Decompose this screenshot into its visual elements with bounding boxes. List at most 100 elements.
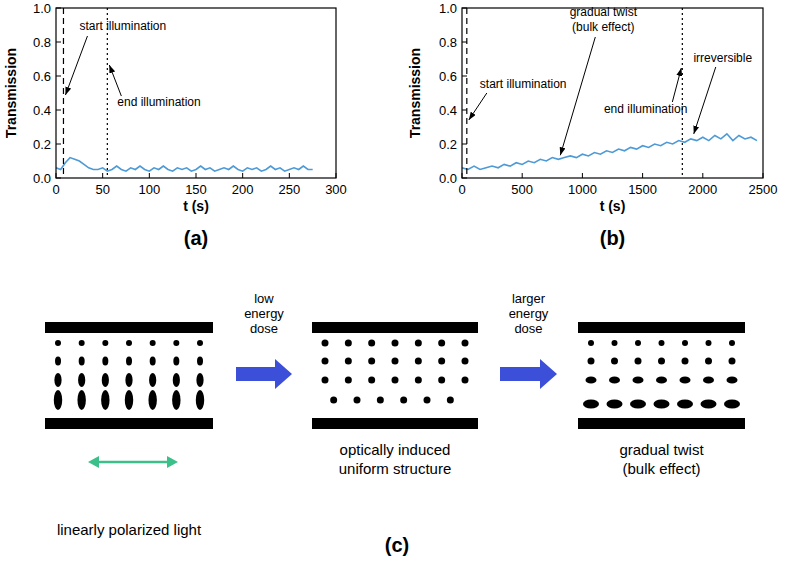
y-tick-label: 1.0 xyxy=(33,1,51,16)
lc-molecule xyxy=(126,340,132,346)
process-label-line: energy xyxy=(509,306,549,321)
lc-molecule xyxy=(196,373,203,387)
event-label: start illumination xyxy=(79,19,166,33)
lc-molecule xyxy=(77,390,85,410)
lc-molecule xyxy=(354,397,361,404)
y-tick-label: 0.4 xyxy=(439,103,457,118)
lc-molecule xyxy=(377,397,384,404)
lc-molecule xyxy=(54,373,61,387)
event-line xyxy=(107,8,108,178)
panel-label: (c) xyxy=(385,534,409,556)
lc-molecule xyxy=(79,340,85,346)
lc-molecule xyxy=(197,340,203,346)
y-tick xyxy=(462,76,467,77)
substrate-top xyxy=(45,322,213,333)
lc-molecule xyxy=(150,340,156,346)
y-tick-label: 0.4 xyxy=(33,103,51,118)
lc-molecule xyxy=(611,358,618,365)
y-tick-label: 0.2 xyxy=(33,137,51,152)
x-tick-label: 2000 xyxy=(688,182,717,197)
y-tick-label: 0.0 xyxy=(33,171,51,186)
y-tick-label: 0.6 xyxy=(439,69,457,84)
polarization-arrowhead xyxy=(167,456,178,468)
stage-label: linearly polarized light xyxy=(57,521,202,538)
lc-molecule xyxy=(583,400,599,409)
lc-molecule xyxy=(424,397,431,404)
x-tick xyxy=(196,173,197,178)
stage-label-line: optically induced xyxy=(340,441,451,458)
lc-molecule xyxy=(400,397,407,404)
lc-molecule xyxy=(586,376,597,383)
lc-molecule xyxy=(588,358,595,365)
lc-molecule xyxy=(635,340,641,346)
process-arrow xyxy=(500,359,557,389)
x-tick-label: 0 xyxy=(458,182,465,197)
substrate-bottom xyxy=(45,418,213,429)
lc-molecule xyxy=(173,357,179,366)
lc-molecule xyxy=(703,376,714,383)
lc-molecule xyxy=(727,376,738,383)
y-tick xyxy=(56,42,61,43)
x-tick-label: 250 xyxy=(278,182,300,197)
lc-molecule xyxy=(368,340,375,347)
y-tick-label: 0.2 xyxy=(439,137,457,152)
lc-molecule xyxy=(659,340,665,346)
lc-molecule xyxy=(462,358,469,365)
y-tick-label: 0.8 xyxy=(33,35,51,50)
lc-molecule xyxy=(54,390,62,410)
lc-molecule xyxy=(612,340,618,346)
plot-area xyxy=(462,8,757,178)
annotation-line: (bulk effect) xyxy=(572,20,634,34)
x-axis-title: t (s) xyxy=(600,198,626,214)
lc-molecule xyxy=(654,400,670,409)
lc-molecule xyxy=(462,377,469,384)
event-line xyxy=(682,8,683,178)
x-tick-label: 300 xyxy=(325,182,347,197)
event-arrow xyxy=(65,36,87,95)
y-tick-label: 0.6 xyxy=(33,69,51,84)
x-tick-label: 2500 xyxy=(749,182,778,197)
process-label-line: dose xyxy=(250,321,278,336)
lc-molecule xyxy=(630,400,646,409)
lc-molecule xyxy=(607,400,623,409)
lc-molecule xyxy=(677,400,693,409)
lc-molecule xyxy=(705,358,712,365)
x-tick xyxy=(149,173,150,178)
lc-molecule xyxy=(150,357,156,366)
y-tick-label: 0.0 xyxy=(439,171,457,186)
lc-molecule xyxy=(322,340,329,347)
lc-molecule xyxy=(438,377,445,384)
event-arrow xyxy=(672,68,681,102)
lc-molecule xyxy=(392,340,399,347)
event-arrow xyxy=(109,65,121,96)
lc-molecule xyxy=(79,357,85,366)
lc-molecule xyxy=(392,358,399,365)
process-label: largerenergydose xyxy=(509,291,549,336)
plot-frame xyxy=(462,8,763,178)
y-tick xyxy=(56,144,61,145)
y-tick xyxy=(56,110,61,111)
x-tick xyxy=(642,173,643,178)
y-tick-label: 1.0 xyxy=(439,1,457,16)
lc-molecule xyxy=(149,373,156,387)
stage-label-line: uniform structure xyxy=(339,460,452,477)
annotation: irreversible xyxy=(693,51,752,65)
annotation-line: gradual twist xyxy=(570,5,638,19)
lc-molecule xyxy=(609,376,620,383)
lc-molecule xyxy=(102,340,108,346)
lc-molecule xyxy=(102,373,109,387)
panel-label: (b) xyxy=(600,227,626,249)
x-tick xyxy=(702,173,703,178)
x-tick xyxy=(522,173,523,178)
substrate-top xyxy=(578,322,745,333)
lc-molecule xyxy=(680,376,691,383)
lc-molecule xyxy=(706,340,712,346)
lc-molecule xyxy=(682,358,689,365)
stage-label-line: (bulk effect) xyxy=(622,460,700,477)
lc-molecule xyxy=(368,358,375,365)
lc-molecule xyxy=(415,377,422,384)
lc-molecule xyxy=(701,400,717,409)
x-tick-label: 1500 xyxy=(628,182,657,197)
x-tick-label: 50 xyxy=(95,182,109,197)
lc-molecule xyxy=(125,390,133,410)
